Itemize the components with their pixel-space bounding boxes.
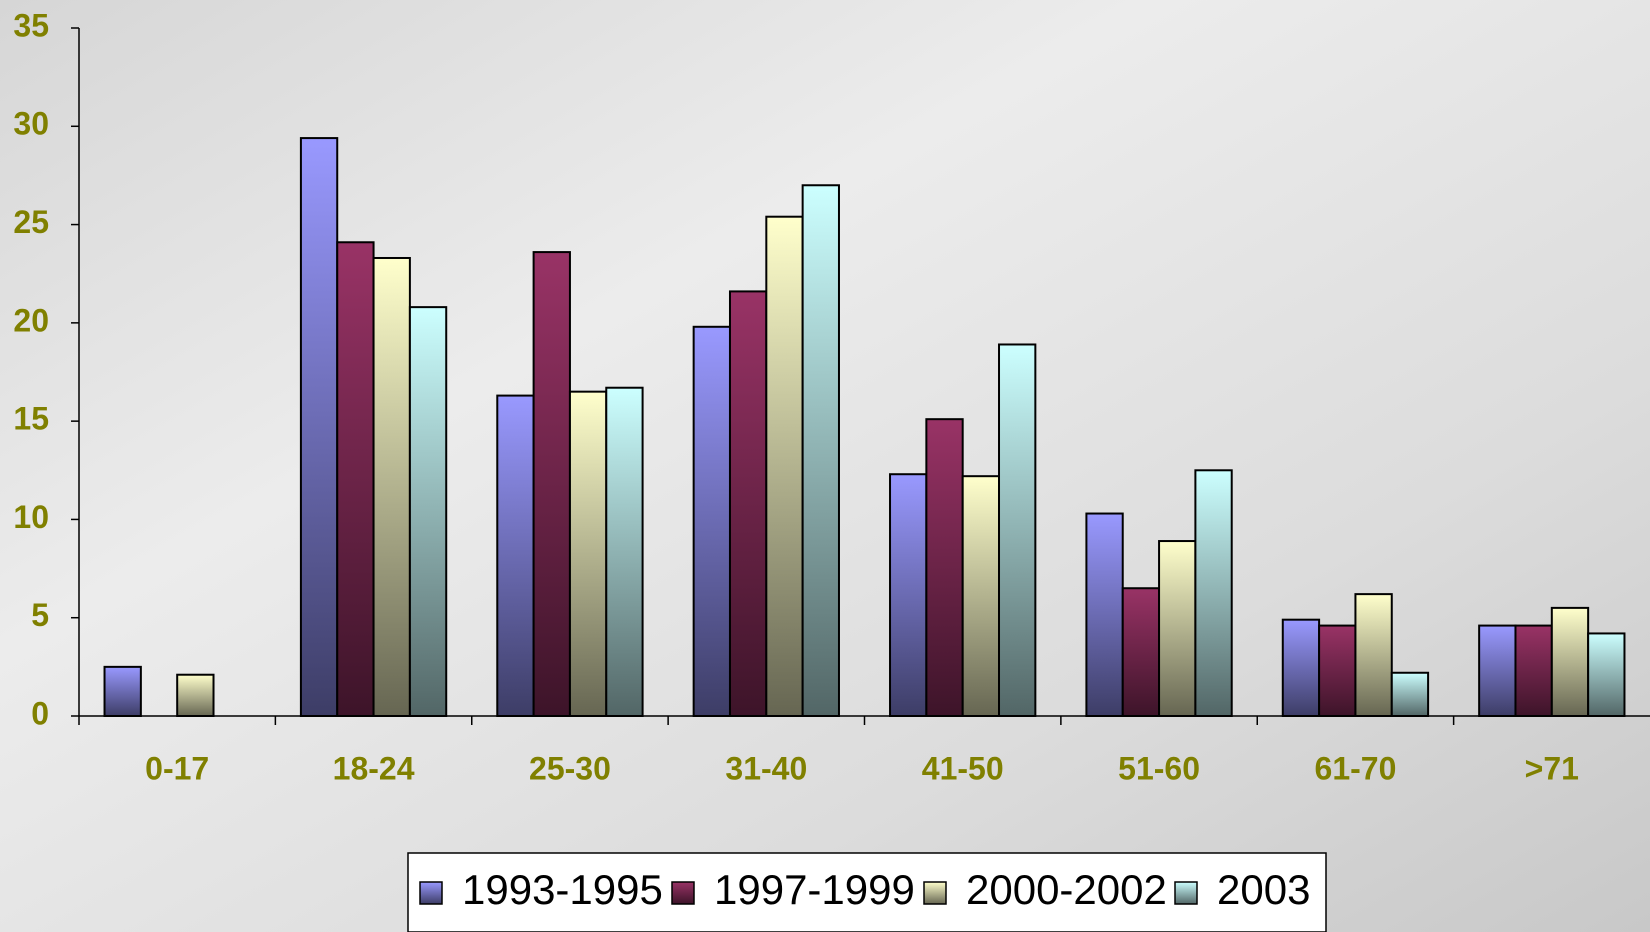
legend-label: 2000-2002 — [966, 866, 1167, 913]
y-tick-label: 0 — [31, 695, 49, 731]
x-tick-label: 61-70 — [1315, 750, 1397, 786]
x-tick-label: 0-17 — [145, 750, 209, 786]
bar — [532, 251, 571, 717]
x-tick-label: 31-40 — [725, 750, 807, 786]
bar — [961, 475, 1001, 717]
legend-swatch — [419, 881, 443, 905]
y-tick-label: 30 — [13, 106, 49, 142]
bar — [692, 325, 731, 717]
bar — [496, 394, 535, 717]
bar — [1354, 593, 1393, 718]
bar — [1550, 606, 1590, 718]
bar — [605, 386, 644, 717]
bar — [176, 673, 215, 717]
y-tick-label: 35 — [13, 7, 49, 43]
bar — [103, 665, 142, 717]
bar — [1281, 618, 1321, 717]
y-tick-label: 5 — [31, 597, 49, 633]
bar — [801, 184, 840, 717]
y-tick-label: 25 — [13, 204, 49, 240]
bar — [1194, 469, 1233, 717]
bar — [336, 241, 375, 718]
bar — [1390, 671, 1430, 717]
legend-swatch — [923, 881, 947, 905]
legend-box — [407, 852, 1327, 932]
y-tick-label: 15 — [13, 401, 49, 437]
bar — [372, 256, 411, 717]
bar — [765, 215, 804, 718]
bar — [1587, 632, 1626, 717]
x-tick-label: >71 — [1525, 750, 1579, 786]
x-tick-label: 51-60 — [1118, 750, 1200, 786]
bar — [568, 390, 608, 717]
x-tick-label: 25-30 — [529, 750, 611, 786]
legend-label: 1993-1995 — [462, 866, 663, 913]
bar — [299, 137, 339, 717]
legend-label: 1997-1999 — [714, 866, 915, 913]
x-tick-label: 41-50 — [922, 750, 1004, 786]
x-tick-label: 18-24 — [333, 750, 415, 786]
legend-swatch — [1174, 881, 1198, 905]
legend-swatch — [671, 881, 695, 905]
bar — [1121, 587, 1161, 718]
bar — [1085, 512, 1124, 717]
bar — [1158, 540, 1197, 718]
bar — [728, 290, 768, 717]
y-tick-label: 10 — [13, 499, 49, 535]
bar — [1318, 624, 1357, 718]
bar — [1478, 624, 1517, 718]
bar — [998, 343, 1037, 717]
bar — [1514, 624, 1553, 718]
bar — [925, 418, 964, 717]
legend-label: 2003 — [1217, 866, 1310, 913]
y-tick-label: 20 — [13, 302, 49, 338]
bar — [408, 306, 448, 717]
bar — [889, 473, 928, 717]
